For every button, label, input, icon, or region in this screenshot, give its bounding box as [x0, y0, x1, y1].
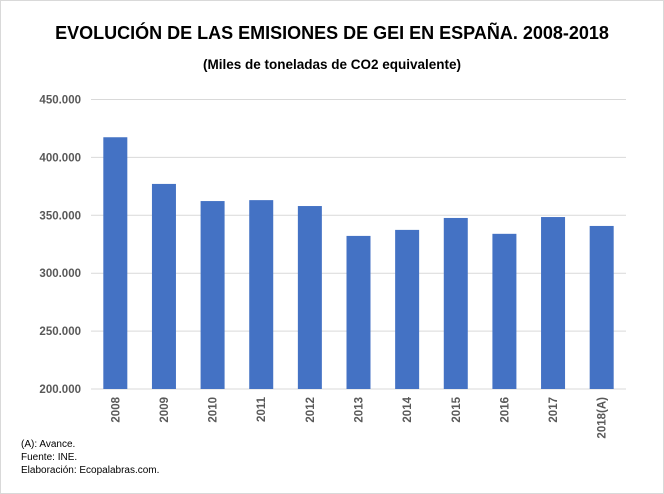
bar-2017 — [541, 217, 566, 389]
bar-2015 — [443, 217, 468, 389]
y-tick-label: 450.000 — [39, 95, 81, 107]
chart-title: EVOLUCIÓN DE LAS EMISIONES DE GEI EN ESP… — [55, 23, 609, 43]
y-tick-label: 400.000 — [39, 152, 81, 164]
x-tick-label: 2015 — [451, 396, 463, 422]
x-tick-label: 2011 — [256, 396, 268, 422]
y-tick-label: 300.000 — [39, 268, 81, 280]
y-tick-label: 200.000 — [39, 384, 81, 396]
bar-2011 — [249, 200, 274, 389]
x-tick-label: 2018(A) — [597, 397, 609, 439]
bar-2013 — [346, 235, 371, 389]
bar-2018(A) — [589, 225, 614, 389]
x-tick-label: 2012 — [305, 397, 317, 423]
bar-2010 — [200, 201, 225, 389]
bar-2016 — [492, 233, 517, 389]
bar-2009 — [151, 183, 176, 389]
bar-2012 — [297, 206, 322, 389]
chart-subtitle: (Miles de toneladas de CO2 equivalente) — [202, 57, 462, 72]
x-tick-label: 2009 — [159, 397, 171, 423]
x-tick-label: 2010 — [208, 397, 220, 423]
x-tick-label: 2014 — [402, 396, 414, 422]
note-source: Fuente: INE. — [21, 452, 78, 463]
chart-notes: (A): Avance. Fuente: INE. Elaboración: E… — [21, 438, 159, 477]
bar-2014 — [395, 229, 420, 389]
y-tick-label: 350.000 — [39, 210, 81, 222]
bar-2008 — [103, 137, 128, 389]
note-advance: (A): Avance. — [21, 439, 76, 450]
x-tick-label: 2013 — [354, 397, 366, 423]
note-credit: Elaboración: Ecopalabras.com. — [21, 465, 160, 476]
y-tick-label: 250.000 — [39, 326, 81, 338]
x-tick-label: 2008 — [110, 396, 122, 422]
x-tick-label: 2016 — [499, 397, 511, 423]
x-tick-label: 2017 — [548, 397, 560, 423]
